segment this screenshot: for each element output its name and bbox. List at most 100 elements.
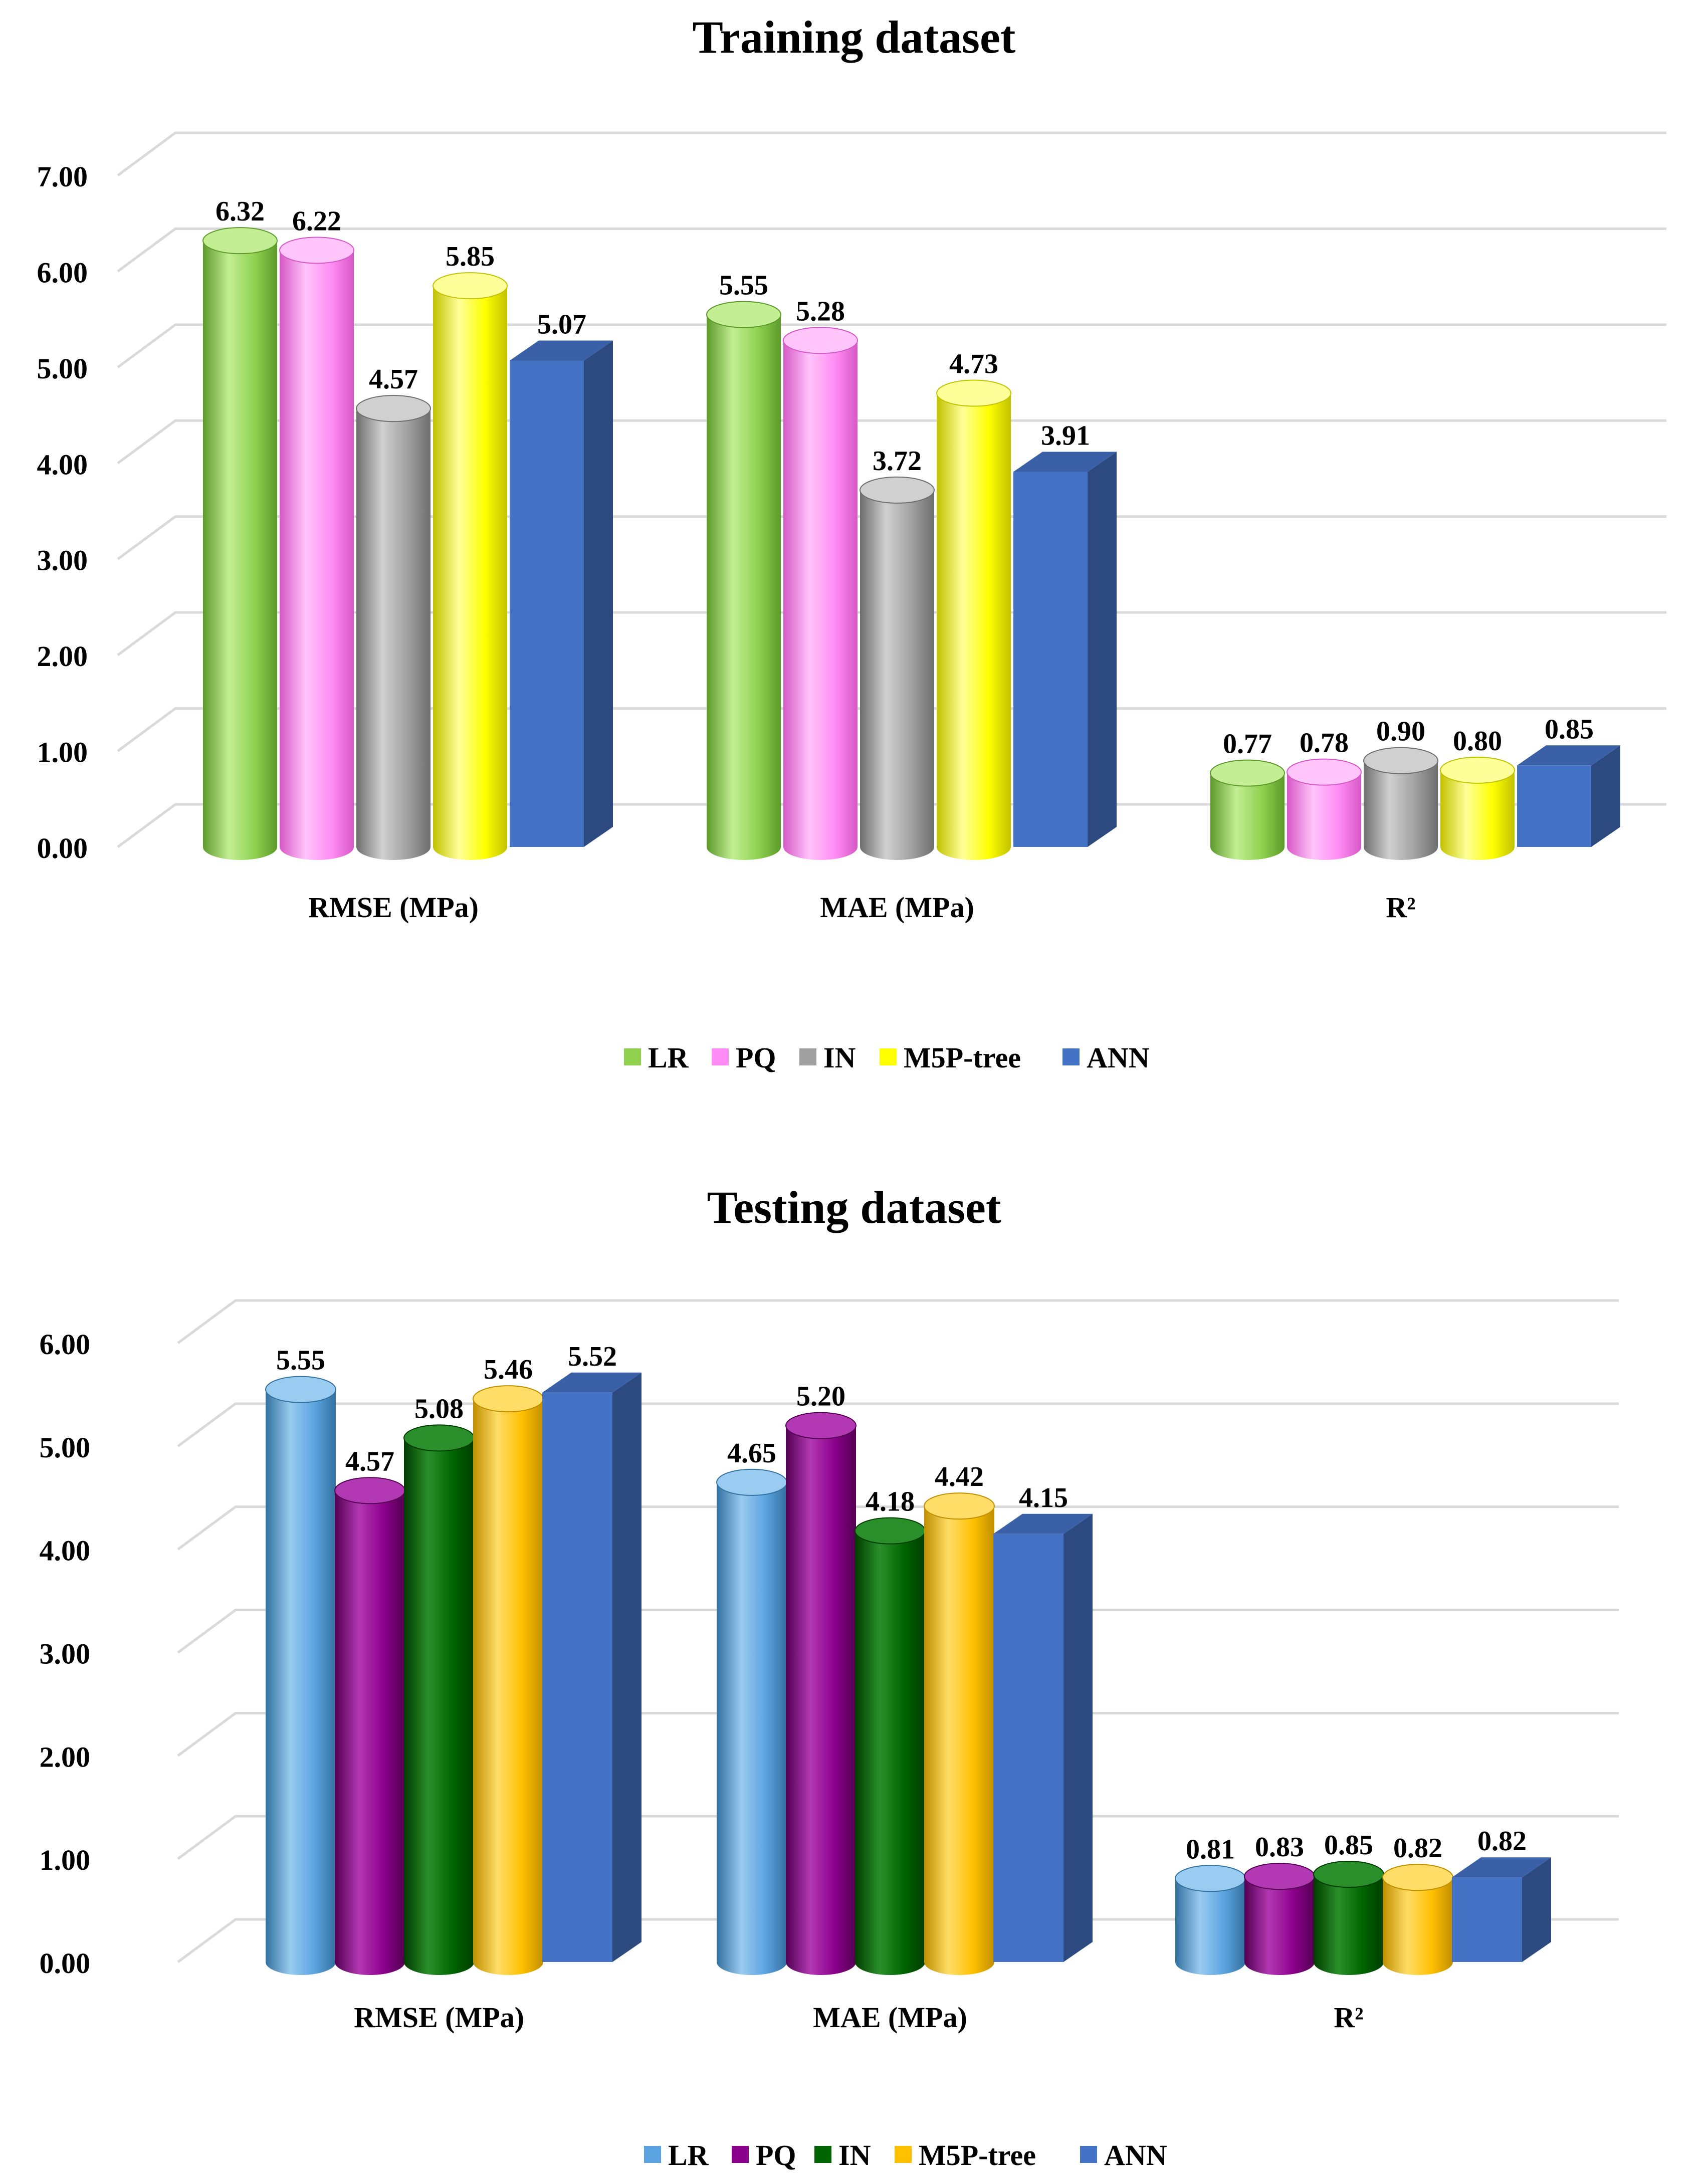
training-chart-gridlines bbox=[117, 131, 1666, 848]
legend-label: ANN bbox=[1104, 2139, 1167, 2171]
data-label: 5.85 bbox=[446, 241, 495, 272]
legend-item-m5p-tree: M5P-tree bbox=[895, 2139, 1036, 2171]
training-chart-y-axis: 0.00 1.00 2.00 3.00 4.00 5.00 6.00 7.00 bbox=[37, 160, 88, 864]
legend-label: IN bbox=[838, 2139, 871, 2171]
legend-item-ann: ANN bbox=[1062, 1041, 1150, 1074]
y-tick-label: 5.00 bbox=[37, 352, 88, 385]
legend-item-pq: PQ bbox=[732, 2139, 796, 2171]
bar-m5p-tree-r bbox=[1440, 756, 1515, 860]
y-tick-label: 1.00 bbox=[37, 736, 88, 769]
y-tick-label: 6.00 bbox=[40, 1328, 91, 1361]
bar-ann-rmse-mpa bbox=[542, 1372, 642, 1962]
data-label: 0.83 bbox=[1255, 1832, 1304, 1863]
bar-lr-rmse-mpa bbox=[202, 227, 278, 860]
bar-in-mae-mpa bbox=[855, 1517, 926, 1975]
testing-chart-data-labels: 5.55 4.57 5.08 5.46 5.52 4.65 5.20 4.18 4.42 4.15… bbox=[276, 1341, 1527, 1865]
gridline bbox=[177, 1505, 1619, 1551]
bar-lr-mae-mpa bbox=[706, 301, 781, 860]
legend-item-lr: LR bbox=[644, 2139, 709, 2171]
data-label: 4.57 bbox=[369, 364, 418, 395]
y-tick-label: 0.00 bbox=[37, 832, 88, 864]
data-label: 0.85 bbox=[1545, 714, 1594, 745]
data-label: 5.08 bbox=[414, 1393, 464, 1424]
bar-m5p-tree-rmse-mpa bbox=[433, 272, 508, 860]
bar-ann-r bbox=[1517, 745, 1620, 847]
data-label: 0.80 bbox=[1453, 726, 1502, 757]
testing-chart-bars bbox=[265, 1372, 1551, 1975]
training-chart-data-labels: 6.32 6.22 4.57 5.85 5.07 5.55 5.28 3.72 4.73 3.91… bbox=[216, 196, 1594, 759]
bar-in-rmse-mpa bbox=[403, 1424, 475, 1975]
bar-pq-r bbox=[1244, 1863, 1315, 1975]
testing-chart-title: Testing dataset bbox=[707, 1182, 1001, 1233]
legend-swatch bbox=[1062, 1048, 1080, 1065]
data-label: 5.20 bbox=[796, 1381, 845, 1412]
gridline bbox=[117, 419, 1666, 465]
y-tick-label: 2.00 bbox=[37, 640, 88, 673]
legend-label: PQ bbox=[736, 1041, 776, 1074]
bar-in-mae-mpa bbox=[860, 476, 935, 860]
x-category-label: R² bbox=[1386, 891, 1415, 924]
bar-pq-rmse-mpa bbox=[334, 1477, 405, 1975]
bar-in-rmse-mpa bbox=[356, 395, 431, 860]
bar-ann-mae-mpa bbox=[1013, 452, 1117, 847]
bar-pq-rmse-mpa bbox=[279, 237, 354, 860]
bar-lr-mae-mpa bbox=[716, 1468, 787, 1975]
gridline bbox=[177, 1815, 1619, 1860]
bar-ann-rmse-mpa bbox=[510, 340, 613, 847]
data-label: 0.78 bbox=[1300, 728, 1349, 759]
y-tick-label: 5.00 bbox=[40, 1431, 91, 1464]
legend-item-in: IN bbox=[799, 1041, 856, 1074]
data-label: 4.65 bbox=[727, 1438, 776, 1469]
gridline bbox=[117, 515, 1666, 560]
y-tick-label: 4.00 bbox=[37, 448, 88, 481]
bar-lr-rmse-mpa bbox=[265, 1376, 336, 1975]
bar-ann-mae-mpa bbox=[993, 1513, 1093, 1962]
legend-swatch bbox=[814, 2146, 831, 2163]
data-label: 5.52 bbox=[568, 1341, 617, 1372]
gridline bbox=[117, 707, 1666, 752]
x-category-label: RMSE (MPa) bbox=[308, 891, 479, 924]
data-label: 5.55 bbox=[719, 270, 768, 301]
legend-swatch bbox=[624, 1048, 641, 1065]
y-tick-label: 7.00 bbox=[37, 160, 88, 193]
bar-pq-r bbox=[1287, 758, 1362, 860]
y-tick-label: 3.00 bbox=[40, 1638, 91, 1670]
legend-swatch bbox=[880, 1048, 897, 1065]
data-label: 0.82 bbox=[1393, 1833, 1442, 1864]
data-label: 4.57 bbox=[345, 1446, 394, 1477]
y-tick-label: 6.00 bbox=[37, 256, 88, 289]
data-label: 0.85 bbox=[1324, 1830, 1373, 1861]
y-tick-label: 1.00 bbox=[40, 1844, 91, 1876]
gridline bbox=[117, 227, 1666, 273]
y-tick-label: 3.00 bbox=[37, 544, 88, 577]
gridline bbox=[117, 131, 1666, 177]
bar-m5p-tree-mae-mpa bbox=[936, 379, 1011, 860]
data-label: 4.42 bbox=[935, 1461, 984, 1492]
bar-pq-mae-mpa bbox=[785, 1412, 857, 1975]
testing-chart-y-axis: 0.00 1.00 2.00 3.00 4.00 5.00 6.00 bbox=[40, 1328, 91, 1980]
legend-label: IN bbox=[823, 1041, 856, 1074]
legend-swatch bbox=[644, 2146, 661, 2163]
y-tick-label: 4.00 bbox=[40, 1535, 91, 1567]
data-label: 3.91 bbox=[1041, 420, 1090, 452]
x-category-label: RMSE (MPa) bbox=[354, 2001, 524, 2034]
data-label: 0.82 bbox=[1477, 1826, 1527, 1857]
legend-label: LR bbox=[668, 2139, 709, 2171]
data-label: 5.55 bbox=[276, 1345, 325, 1376]
x-category-label: MAE (MPa) bbox=[820, 891, 974, 924]
data-label: 5.46 bbox=[484, 1354, 533, 1385]
legend-label: LR bbox=[648, 1041, 689, 1074]
x-category-label: MAE (MPa) bbox=[813, 2001, 967, 2034]
legend-item-lr: LR bbox=[624, 1041, 689, 1074]
training-chart-x-axis: RMSE (MPa) MAE (MPa) R² bbox=[308, 891, 1416, 924]
gridline bbox=[117, 803, 1666, 848]
legend-item-ann: ANN bbox=[1080, 2139, 1167, 2171]
gridline bbox=[177, 1609, 1619, 1654]
gridline bbox=[117, 323, 1666, 368]
data-label: 0.81 bbox=[1186, 1834, 1235, 1865]
bar-m5p-tree-r bbox=[1382, 1864, 1453, 1975]
data-label: 6.22 bbox=[292, 205, 341, 237]
training-chart-title: Training dataset bbox=[693, 12, 1016, 63]
legend-item-pq: PQ bbox=[712, 1041, 776, 1074]
